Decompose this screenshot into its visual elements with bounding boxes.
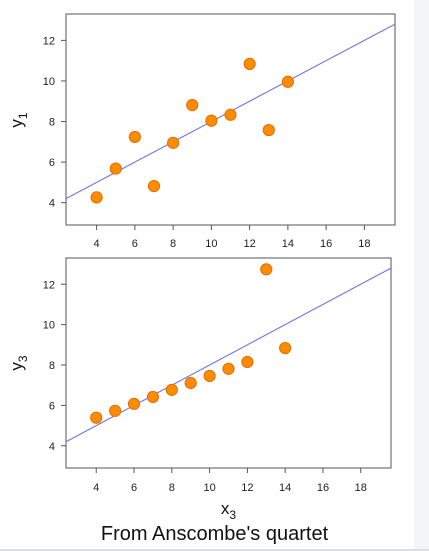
data-point	[222, 362, 235, 375]
x-tick-label: 10	[203, 482, 215, 494]
y-tick-label: 6	[49, 400, 55, 412]
y-tick-label: 12	[43, 35, 55, 47]
y-tick-label: 4	[49, 198, 55, 210]
x-axis-label: x3	[221, 499, 237, 520]
x-tick-label: 8	[169, 482, 175, 494]
data-point	[184, 376, 197, 390]
x-tick-label: 10	[205, 238, 217, 250]
x-tick-label: 18	[355, 482, 367, 494]
y-tick-label: 10	[43, 76, 55, 88]
y-tick-label: 12	[43, 279, 55, 291]
x-tick-label: 12	[244, 238, 256, 250]
data-point	[109, 404, 122, 417]
data-point	[127, 397, 141, 410]
y-axis-label: y3	[7, 355, 30, 371]
data-point	[260, 263, 273, 276]
data-point	[90, 191, 103, 204]
data-point	[128, 130, 141, 144]
data-point	[241, 355, 254, 369]
anscombe-chart: 4 6 8 10 12 14 16 18 4 6 8 10 12 y1 4 6 8 10 12 14 16 18 4 6 8 10…	[7, 13, 396, 520]
data-point	[279, 341, 292, 355]
data-point	[205, 114, 218, 127]
data-point	[146, 390, 160, 404]
x-tick-label: 4	[94, 238, 100, 250]
data-point	[90, 411, 103, 424]
data-point	[109, 162, 122, 175]
x-tick-label: 14	[282, 238, 294, 250]
x-tick-label: 8	[170, 238, 176, 250]
x-tick-label: 16	[320, 238, 332, 250]
y-tick-label: 10	[43, 320, 55, 332]
y-tick-label: 6	[49, 157, 55, 169]
y-tick-label: 8	[49, 360, 55, 372]
x-tick-label: 6	[132, 238, 138, 250]
data-point	[243, 57, 256, 71]
data-point	[165, 383, 178, 396]
x-tick-label: 12	[241, 482, 253, 494]
data-point	[203, 369, 216, 383]
bottom-divider	[0, 549, 429, 551]
data-point	[186, 98, 199, 112]
figure-caption: From Anscombe's quartet	[100, 523, 329, 545]
y-axis-label: y1	[7, 112, 30, 128]
x-tick-label: 16	[317, 482, 329, 494]
data-point	[281, 75, 294, 88]
x-tick-label: 14	[279, 482, 291, 494]
right-margin-strip	[414, 0, 429, 551]
figure: 4 6 8 10 12 14 16 18 4 6 8 10 12 y1 4 6 8 10 12 14 16 18 4 6 8 10…	[7, 13, 396, 520]
x-tick-label: 18	[358, 238, 370, 250]
data-point	[147, 179, 161, 193]
chart-panel-2: 4 6 8 10 12 14 16 18 4 6 8 10 12 y3 x3	[7, 257, 392, 520]
chart-panel-1: 4 6 8 10 12 14 16 18 4 6 8 10 12 y1	[7, 13, 396, 250]
y-tick-label: 8	[49, 117, 55, 129]
x-tick-label: 4	[93, 482, 99, 494]
data-point	[167, 136, 180, 149]
data-point	[224, 108, 237, 121]
data-point	[262, 123, 275, 137]
x-tick-label: 6	[131, 482, 137, 494]
y-tick-label: 4	[49, 441, 55, 453]
